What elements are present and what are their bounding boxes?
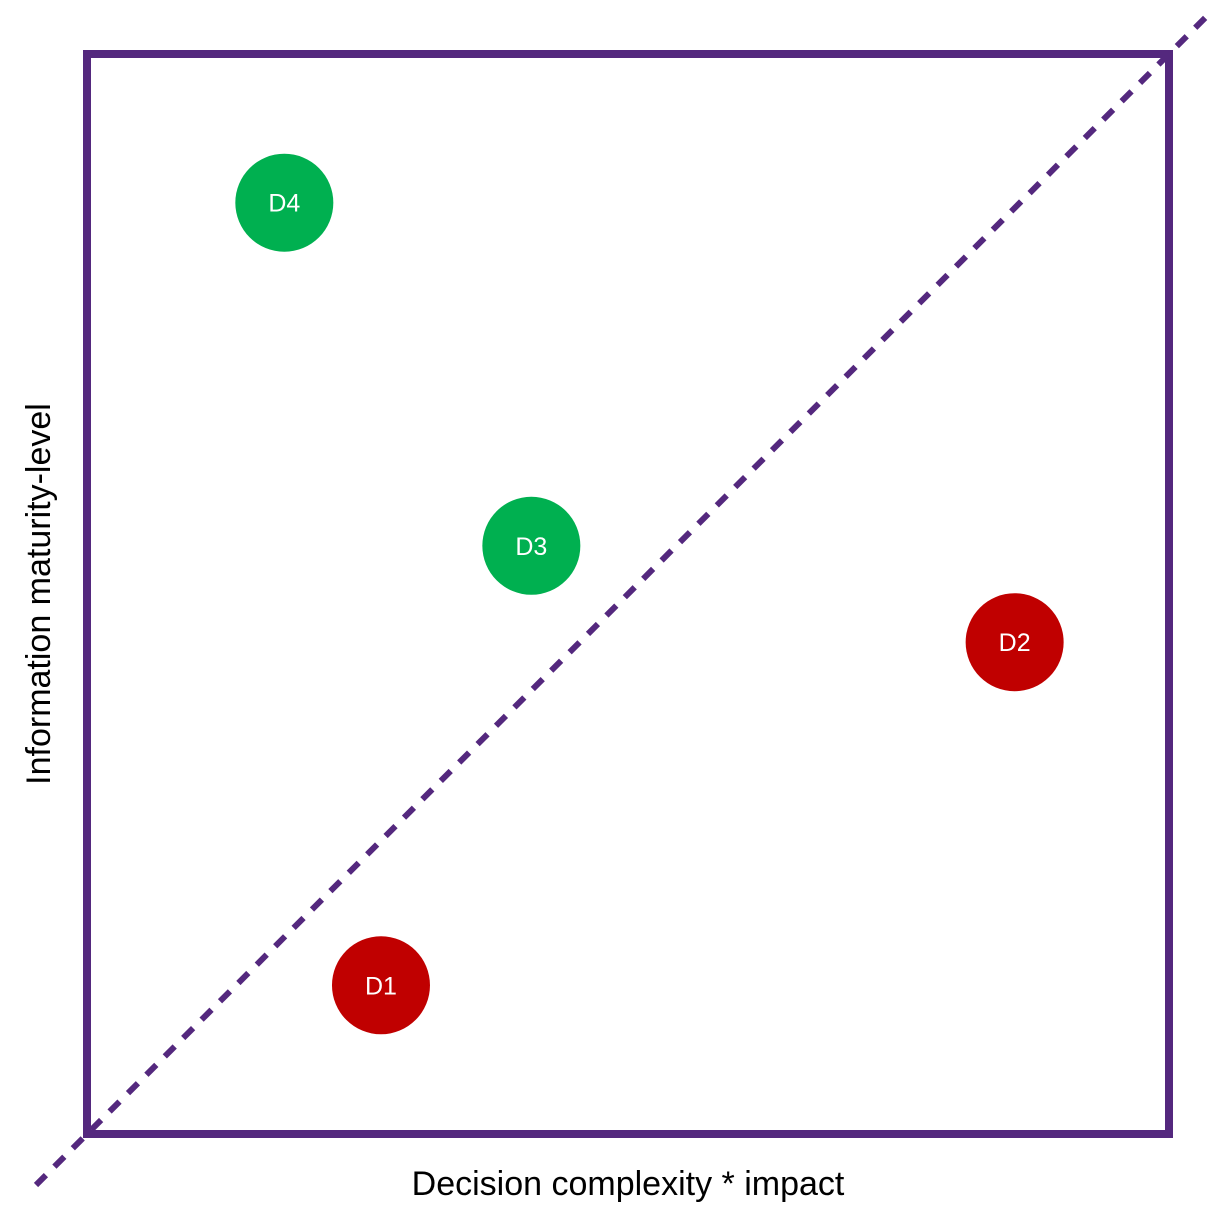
decision-points: D1 D2 D3 D4 xyxy=(235,153,1064,1035)
decision-point-circle xyxy=(482,496,581,595)
decision-point-d2: D2 xyxy=(965,593,1064,692)
decision-point-circle xyxy=(331,936,430,1035)
decision-point-d3: D3 xyxy=(482,496,581,595)
decision-point-label: D2 xyxy=(999,629,1031,657)
decision-point-label: D1 xyxy=(365,972,397,1000)
decision-point-circle xyxy=(965,593,1064,692)
plot-frame xyxy=(83,50,1173,1138)
diagonal-reference-line xyxy=(33,10,1213,1188)
decision-point-d4: D4 xyxy=(235,153,334,252)
decision-point-label: D4 xyxy=(268,190,300,218)
decision-point-label: D3 xyxy=(515,533,547,561)
x-axis-label: Decision complexity * impact xyxy=(412,1165,845,1203)
decision-point-circle xyxy=(235,153,334,252)
y-axis-label: Information maturity-level xyxy=(20,403,58,785)
decision-point-d1: D1 xyxy=(331,936,430,1035)
